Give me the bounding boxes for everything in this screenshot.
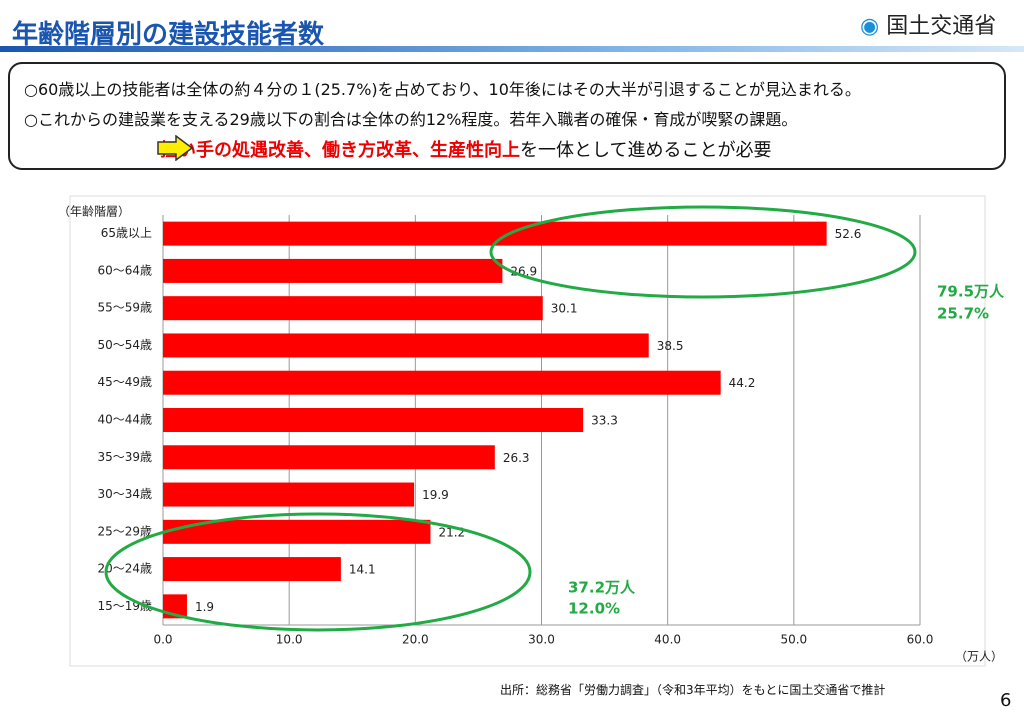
bar [163, 408, 584, 432]
header-rule [0, 46, 1024, 52]
value-label: 19.9 [422, 488, 449, 502]
bar [163, 296, 543, 321]
bar [163, 445, 495, 470]
summary-conclusion: 担い手の処遇改善、働き方改革、生産性向上を一体として進めることが必要 [160, 136, 771, 162]
value-label: 26.3 [503, 451, 530, 465]
source: 出所：総務省「労働力調査」（令和3年平均）をもとに国土交通省で推計 [500, 683, 886, 697]
x-tick-label: 50.0 [780, 633, 807, 647]
summary-line: ○60歳以上の技能者は全体の約４分の１(25.7%)を占めており、10年後にはそ… [24, 80, 861, 99]
y-tick-label: 40～44歳 [97, 413, 152, 427]
bar [163, 370, 721, 395]
y-tick-label: 55～59歳 [97, 301, 152, 315]
value-label: 33.3 [591, 414, 618, 428]
value-label: 44.2 [729, 376, 756, 390]
value-label: 14.1 [349, 563, 376, 577]
y-tick-label: 20～24歳 [97, 562, 152, 576]
value-label: 52.6 [835, 227, 862, 241]
y-axis-label: （年齢階層） [58, 204, 130, 219]
x-tick-label: 60.0 [907, 633, 934, 647]
logo: ◉ 国土交通省 [860, 14, 997, 39]
slide-title: 年齢階層別の建設技能者数 [12, 20, 325, 50]
y-tick-label: 45～49歳 [97, 375, 152, 389]
x-tick-label: 20.0 [402, 633, 429, 647]
x-axis-label: （万人） [955, 650, 1003, 664]
highlight-ellipse [104, 512, 532, 632]
value-label: 1.9 [195, 600, 214, 614]
annotation: 79.5万人 [937, 283, 1005, 301]
bar [163, 258, 503, 283]
conclusion-rest: を一体として進めることが必要 [520, 140, 772, 161]
y-tick-label: 50～54歳 [97, 338, 152, 352]
arrow-icon [157, 135, 194, 161]
y-tick-label: 25～29歳 [97, 524, 152, 538]
bar [163, 557, 341, 582]
y-tick-label: 35～39歳 [97, 450, 152, 464]
bar [163, 482, 415, 507]
x-tick-label: 0.0 [153, 633, 172, 647]
x-tick-label: 10.0 [276, 633, 303, 647]
emphasis: 担い手の処遇改善、働き方改革、生産性向上 [160, 140, 520, 161]
y-tick-label: 30～34歳 [97, 487, 152, 501]
summary-line: ○これからの建設業を支える29歳以下の割合は全体の約12%程度。若年入職者の確保… [24, 110, 798, 129]
x-tick-label: 30.0 [528, 633, 555, 647]
chart-frame [69, 195, 986, 667]
value-label: 38.5 [657, 339, 684, 353]
highlight-ellipse [489, 205, 917, 299]
annotation: 37.2万人 [568, 579, 636, 597]
annotation: 25.7% [937, 305, 989, 323]
y-tick-label: 60～64歳 [97, 263, 152, 277]
summary-box: ○60歳以上の技能者は全体の約４分の１(25.7%)を占めており、10年後にはそ… [8, 62, 1006, 170]
y-tick-label: 65歳以上 [101, 226, 152, 240]
annotation: 12.0% [568, 600, 620, 618]
value-label: 30.1 [551, 302, 578, 316]
x-tick-label: 40.0 [654, 633, 681, 647]
logo-text: 国土交通省 [886, 14, 997, 39]
page-number: 6 [1000, 690, 1012, 711]
bar [163, 333, 649, 358]
